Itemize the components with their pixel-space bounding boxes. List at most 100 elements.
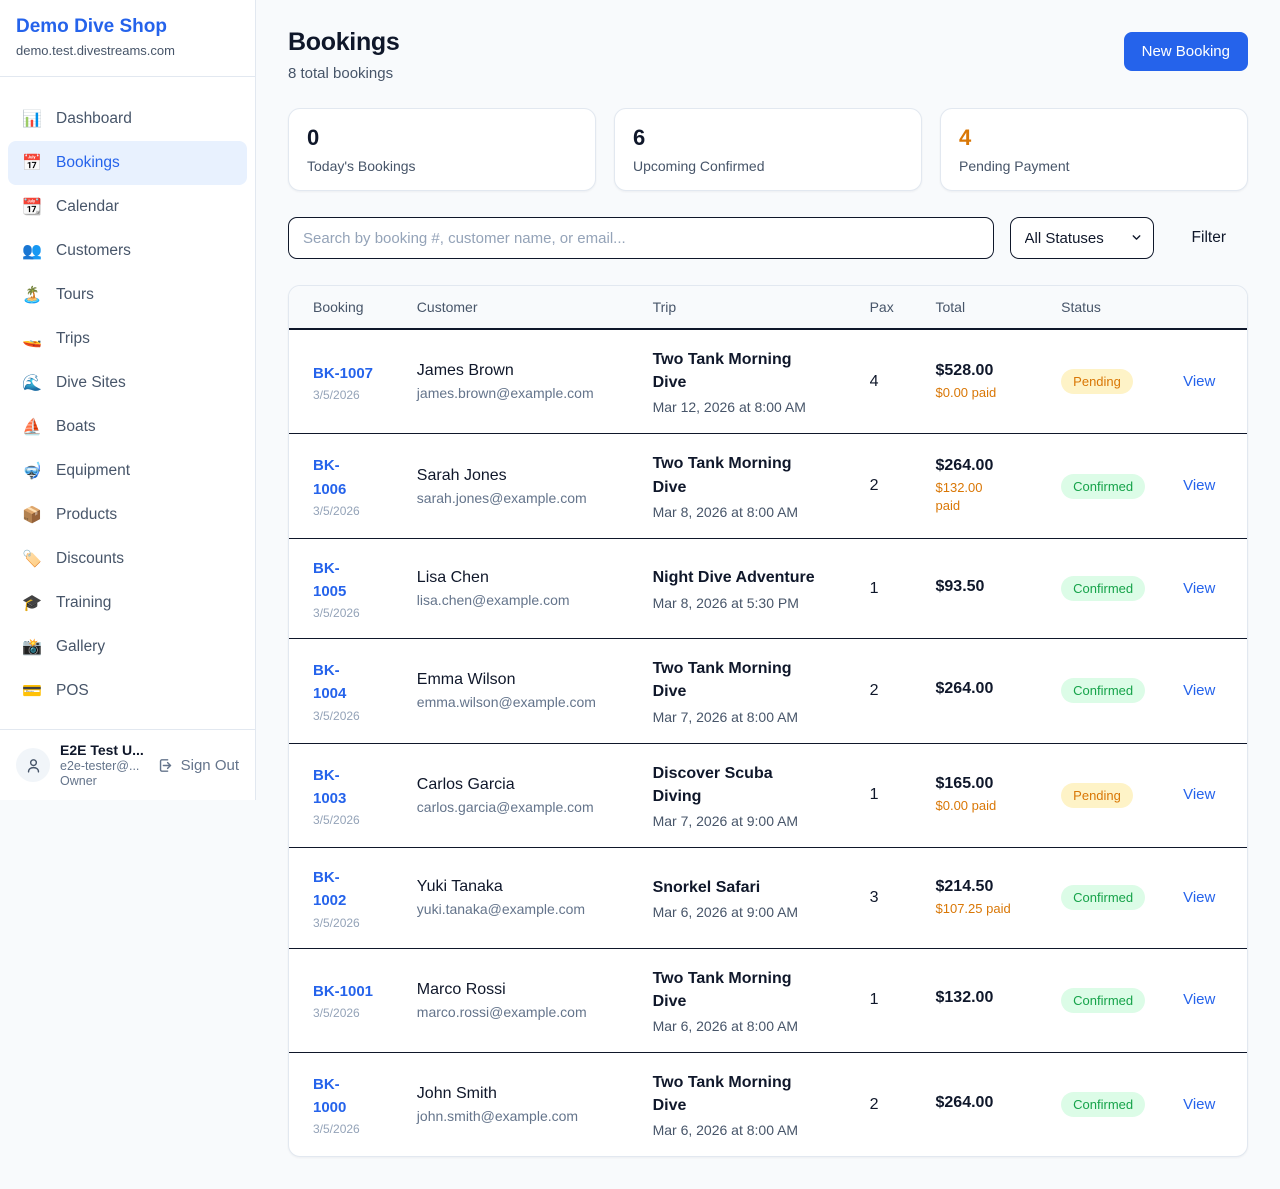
sidebar-item-tours[interactable]: 🏝️ Tours (8, 273, 247, 317)
main-content: Bookings 8 total bookings New Booking 0 … (256, 0, 1280, 1189)
booking-date: 3/5/2026 (313, 1122, 360, 1137)
booking-date: 3/5/2026 (313, 1006, 360, 1021)
pax-count: 2 (869, 681, 879, 699)
view-link[interactable]: View (1183, 681, 1216, 699)
customer-email: sarah.jones@example.com (416, 489, 587, 506)
trip-date: Mar 7, 2026 at 9:00 AM (652, 813, 799, 829)
status-badge: Confirmed (1061, 473, 1146, 499)
customer-email: yuki.tanaka@example.com (416, 901, 586, 918)
sidebar-item-dashboard[interactable]: 📊 Dashboard (8, 97, 247, 141)
stat-label: Today's Bookings (307, 158, 416, 174)
sidebar-item-trips[interactable]: 🚤 Trips (8, 317, 247, 361)
view-link[interactable]: View (1183, 1095, 1216, 1113)
paid-amount: $0.00 paid (935, 798, 997, 814)
wave-icon: 🌊 (22, 375, 42, 392)
pax-count: 2 (869, 477, 879, 495)
total-amount: $214.50 (935, 877, 994, 895)
booking-id-link[interactable]: BK-1007 (313, 364, 374, 382)
sign-out-button[interactable]: Sign Out (157, 757, 239, 774)
tag-icon: 🏷️ (22, 551, 42, 568)
table-row: BK-1001 3/5/2026 Marco Rossi marco.rossi@e… (289, 948, 1247, 1053)
sidebar-item-label: Trips (56, 330, 90, 347)
trip-name: Two Tank Morning Dive (652, 351, 792, 392)
sidebar-item-customers[interactable]: 👥 Customers (8, 229, 247, 273)
table-row: BK- 1006 3/5/2026 Sarah Jones sarah.jones@… (289, 433, 1247, 539)
booking-id-link[interactable]: BK- 1002 (313, 869, 347, 910)
status-badge: Confirmed (1061, 678, 1146, 704)
paid-amount: $107.25 paid (935, 900, 1011, 916)
stat-card-upcoming-confirmed: 6 Upcoming Confirmed (614, 108, 922, 191)
table-header-row: Booking Customer Trip Pax Total Status (289, 286, 1247, 330)
sidebar-item-equipment[interactable]: 🤿 Equipment (8, 449, 247, 493)
customer-name: Sarah Jones (416, 466, 507, 484)
sidebar-item-training[interactable]: 🎓 Training (8, 581, 247, 625)
status-select[interactable]: All Statuses (1009, 217, 1154, 259)
calendar-icon: 📅 (22, 155, 42, 172)
sidebar-item-pos[interactable]: 💳 POS (8, 669, 247, 713)
customer-email: carlos.garcia@example.com (416, 798, 594, 815)
avatar (16, 748, 50, 782)
search-input[interactable] (288, 217, 994, 259)
booking-date: 3/5/2026 (313, 606, 360, 621)
booking-id-link[interactable]: BK- 1006 (313, 457, 347, 498)
customer-name: Marco Rossi (416, 980, 506, 998)
trip-name: Two Tank Morning Dive (652, 660, 792, 701)
trip-date: Mar 6, 2026 at 8:00 AM (652, 1017, 799, 1034)
status-badge: Confirmed (1061, 885, 1146, 911)
table-row: BK- 1000 3/5/2026 John Smith john.smith@ex… (289, 1052, 1247, 1156)
status-badge: Confirmed (1061, 987, 1146, 1013)
trip-name: Snorkel Safari (652, 878, 761, 896)
booking-id-link[interactable]: BK- 1005 (313, 559, 347, 600)
trip-name: Two Tank Morning Dive (652, 969, 792, 1010)
pax-count: 1 (869, 579, 879, 597)
customer-email: emma.wilson@example.com (416, 694, 596, 711)
trip-date: Mar 6, 2026 at 8:00 AM (652, 1122, 799, 1139)
stat-value: 6 (633, 125, 646, 150)
filter-button[interactable]: Filter (1170, 229, 1248, 247)
view-link[interactable]: View (1183, 786, 1216, 804)
page-title-block: Bookings 8 total bookings (288, 28, 400, 82)
sidebar-item-discounts[interactable]: 🏷️ Discounts (8, 537, 247, 581)
pax-count: 4 (869, 372, 879, 390)
trip-name: Night Dive Adventure (652, 569, 815, 587)
table-row: BK- 1002 3/5/2026 Yuki Tanaka yuki.tanaka@… (289, 847, 1247, 949)
sidebar-item-dive-sites[interactable]: 🌊 Dive Sites (8, 361, 247, 405)
customer-name: Yuki Tanaka (416, 878, 503, 896)
status-badge: Confirmed (1061, 576, 1146, 601)
sidebar-item-boats[interactable]: ⛵ Boats (8, 405, 247, 449)
pax-count: 2 (869, 1095, 879, 1113)
table-row: BK- 1004 3/5/2026 Emma Wilson emma.wilson@… (289, 638, 1247, 744)
table-row: BK- 1003 3/5/2026 Carlos Garcia carlos.gar… (289, 743, 1247, 849)
col-header-customer: Customer (400, 286, 637, 330)
customer-name: John Smith (416, 1085, 497, 1103)
user-footer: E2E Test U... e2e-tester@... Owner Sign … (0, 729, 255, 800)
sidebar-item-label: Discounts (56, 550, 125, 567)
sidebar-item-products[interactable]: 📦 Products (8, 493, 247, 537)
trip-date: Mar 7, 2026 at 8:00 AM (652, 708, 799, 725)
view-link[interactable]: View (1183, 991, 1216, 1009)
customer-email: james.brown@example.com (416, 385, 594, 402)
bookings-table: Booking Customer Trip Pax Total Status B… (289, 286, 1247, 1156)
total-amount: $528.00 (935, 361, 994, 379)
person-icon (27, 758, 39, 773)
sidebar-item-label: Dive Sites (56, 374, 126, 391)
page-header: Bookings 8 total bookings New Booking (288, 28, 1248, 82)
booking-id-link[interactable]: BK-1001 (313, 983, 374, 1001)
sidebar-item-bookings[interactable]: 📅 Bookings (8, 141, 247, 185)
total-amount: $93.50 (935, 577, 985, 595)
booking-id-link[interactable]: BK- 1003 (313, 766, 347, 807)
booking-id-link[interactable]: BK- 1004 (313, 662, 347, 703)
trip-name: Discover Scuba Diving (652, 764, 773, 805)
sidebar-item-calendar[interactable]: 📆 Calendar (8, 185, 247, 229)
view-link[interactable]: View (1183, 372, 1216, 390)
booking-date: 3/5/2026 (313, 708, 360, 723)
view-link[interactable]: View (1183, 579, 1216, 597)
new-booking-button[interactable]: New Booking (1123, 32, 1248, 71)
view-link[interactable]: View (1183, 477, 1216, 495)
sidebar-item-gallery[interactable]: 📸 Gallery (8, 625, 247, 669)
people-icon: 👥 (22, 243, 42, 260)
view-link[interactable]: View (1183, 888, 1216, 906)
booking-id-link[interactable]: BK- 1000 (313, 1075, 347, 1117)
col-header-booking: Booking (289, 286, 401, 330)
tearoff-calendar-icon: 📆 (22, 199, 42, 216)
